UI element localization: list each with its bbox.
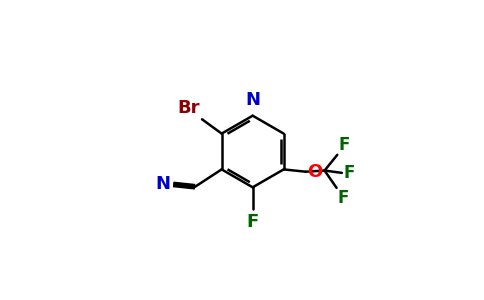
Text: F: F [343, 164, 354, 182]
Text: O: O [307, 163, 322, 181]
Text: Br: Br [178, 99, 200, 117]
Text: F: F [338, 189, 349, 207]
Text: F: F [246, 213, 259, 231]
Text: F: F [338, 136, 350, 154]
Text: N: N [156, 175, 171, 193]
Text: N: N [245, 91, 260, 109]
